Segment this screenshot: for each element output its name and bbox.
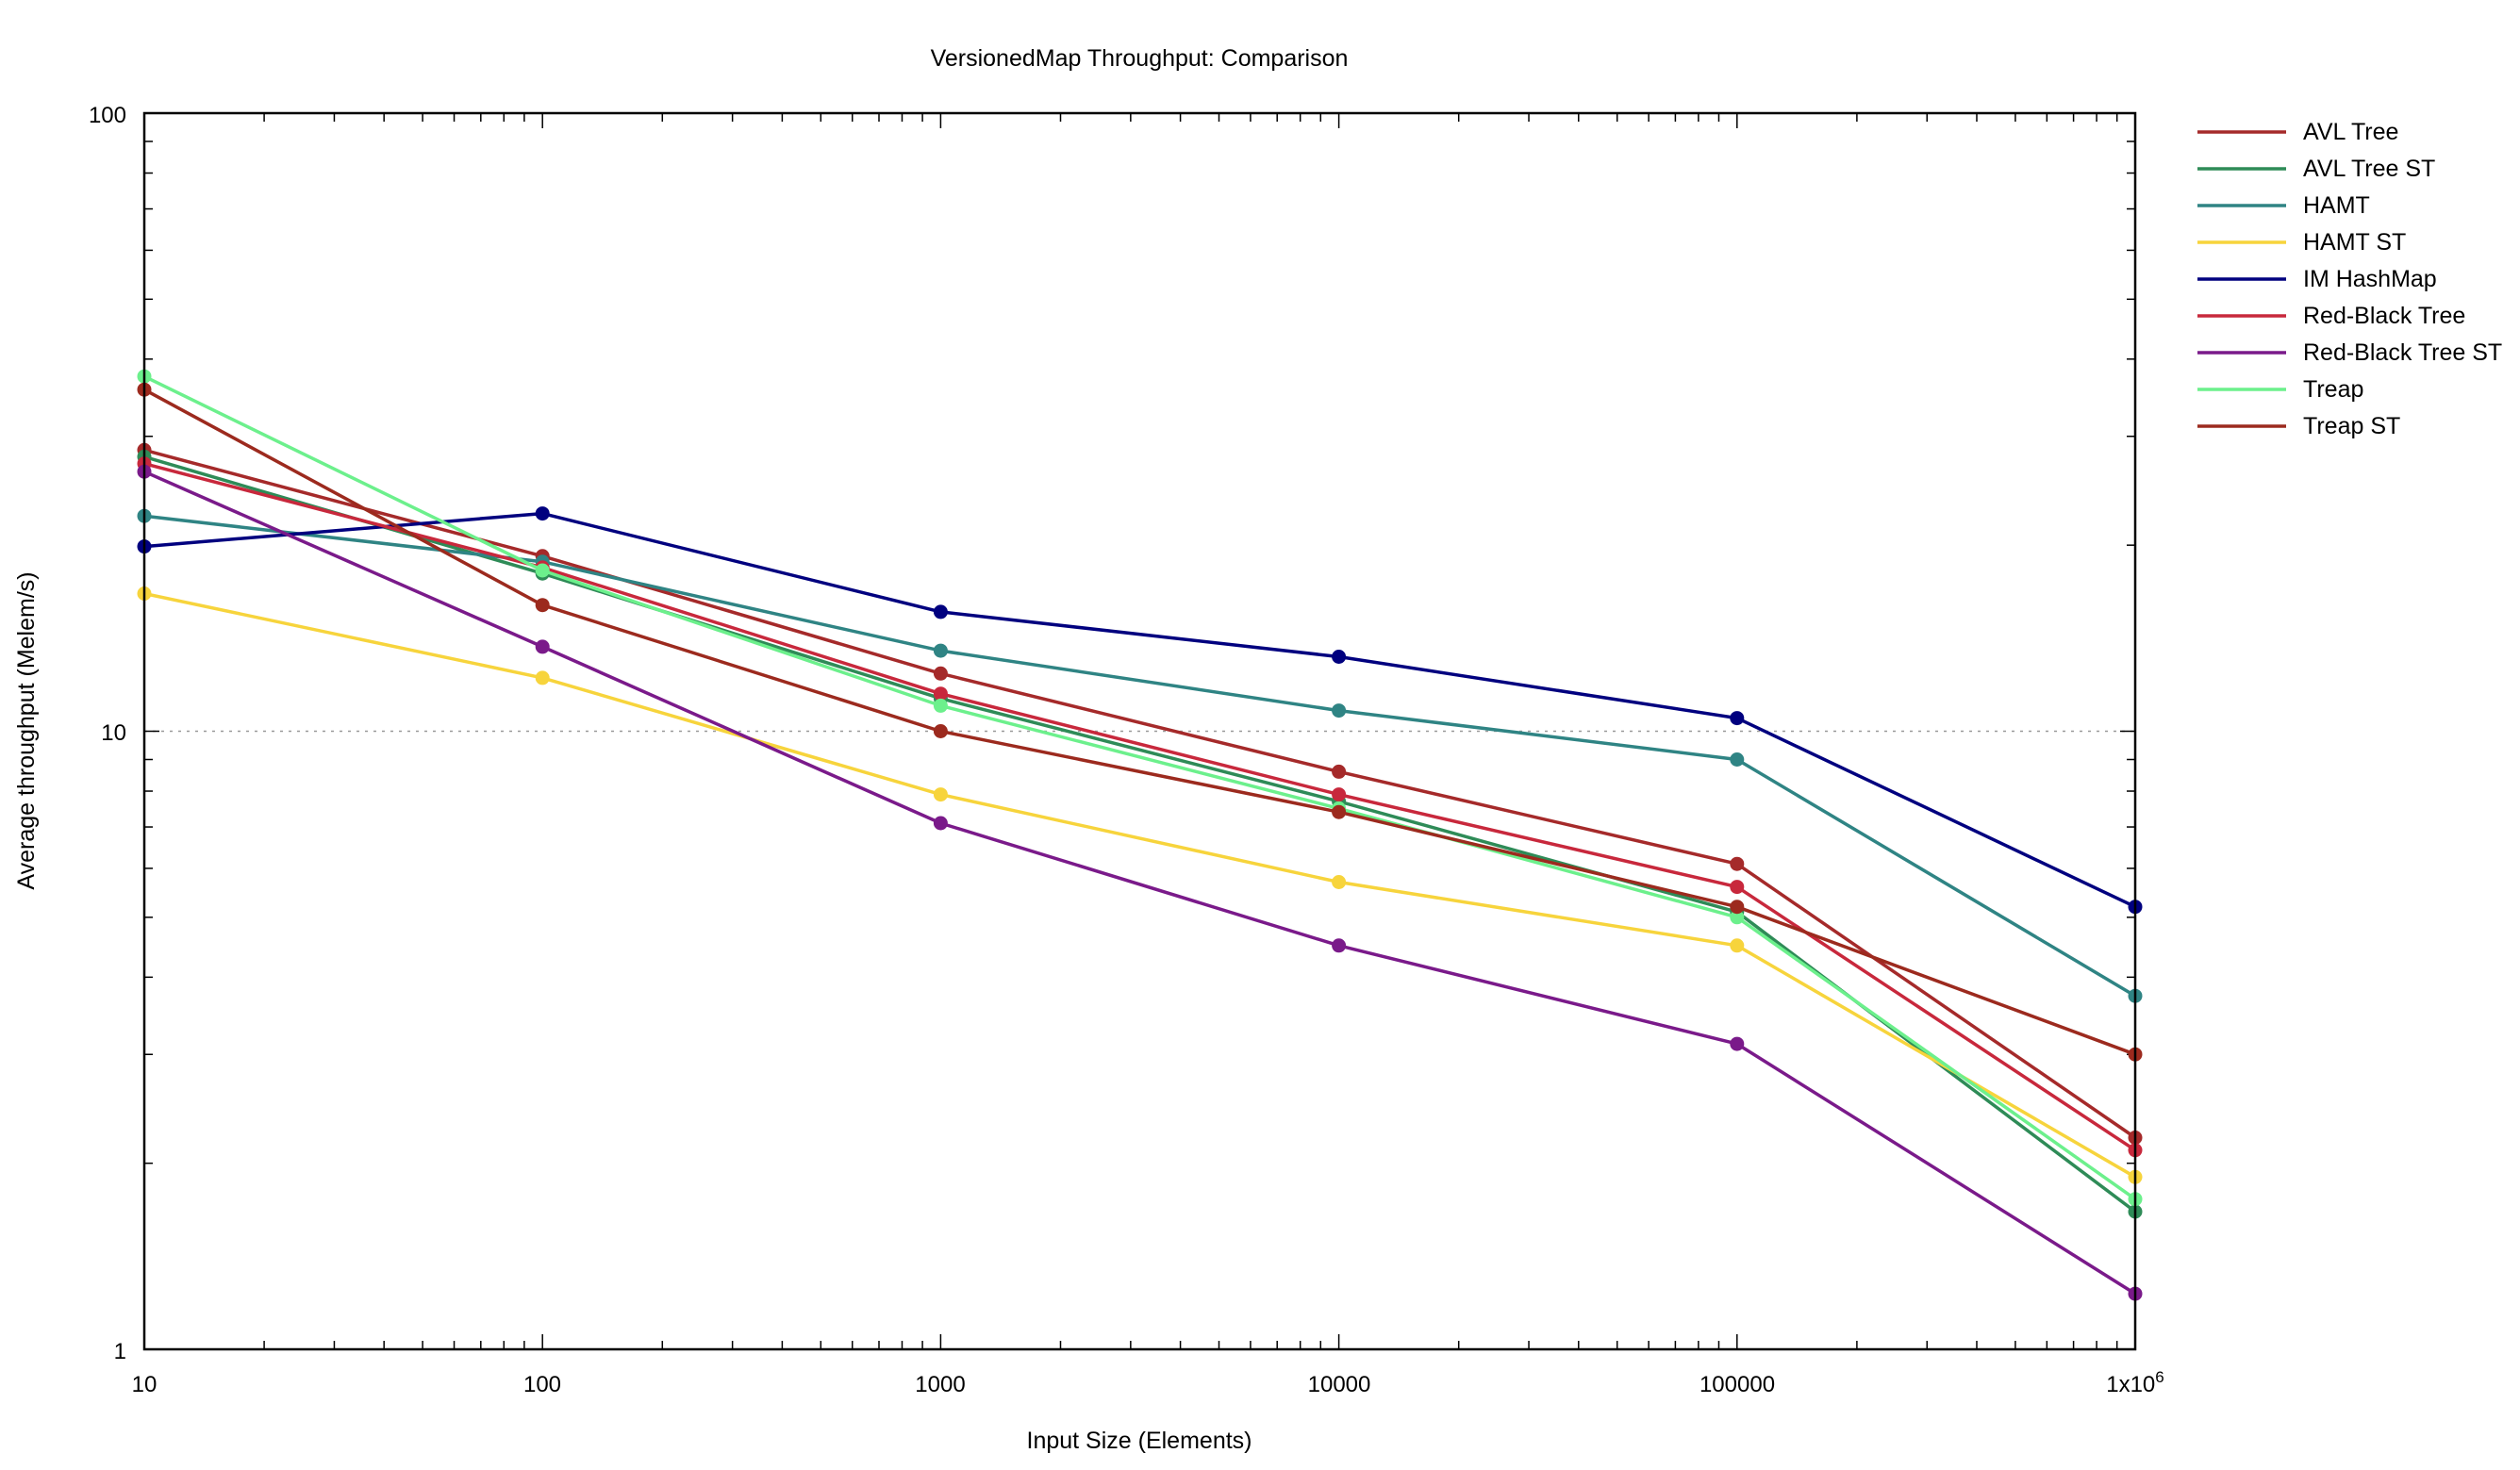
data-point-treap [1730, 910, 1745, 925]
y-tick-label-1: 1 [114, 1339, 126, 1364]
series-line-red-black-tree [143, 462, 2136, 1152]
legend-item-red-black-tree-st: Red-Black Tree ST [2197, 339, 2502, 366]
legend-label-treap-st: Treap ST [2303, 413, 2400, 439]
chart-title: VersionedMap Throughput: Comparison [931, 45, 1349, 72]
series-line-avl-tree-st [143, 454, 2137, 1214]
data-point-treap-st [1730, 900, 1745, 915]
y-axis-label: Average throughput (Melem/s) [13, 571, 40, 889]
data-point-avl-tree [1730, 856, 1745, 871]
data-point-red-black-tree-st [1730, 1036, 1745, 1051]
data-point-red-black-tree-st [1332, 938, 1347, 953]
x-tick-label-10000: 10000 [1308, 1372, 1371, 1397]
legend-item-treap-st: Treap ST [2197, 413, 2400, 439]
data-point-treap-st [1332, 804, 1347, 819]
series-im-hashmap [137, 506, 2143, 915]
data-point-hamt-st [535, 670, 550, 685]
legend-item-red-black-tree: Red-Black Tree [2197, 303, 2465, 329]
series-red-black-tree [137, 456, 2143, 1158]
legend-label-treap: Treap [2303, 376, 2363, 403]
legend-item-avl-tree-st: AVL Tree ST [2197, 156, 2435, 182]
legend-item-hamt-st: HAMT ST [2197, 229, 2406, 256]
x-tick-label-1000000: 1x106 [2106, 1368, 2164, 1397]
data-point-treap-st [535, 598, 550, 613]
series-treap [137, 369, 2143, 1207]
axis-ticks [143, 113, 2135, 1350]
data-point-treap [933, 698, 948, 713]
data-point-red-black-tree [933, 686, 948, 702]
legend-label-avl-tree-st: AVL Tree ST [2303, 156, 2435, 182]
data-point-im-hashmap [1730, 711, 1745, 726]
data-point-im-hashmap [1332, 650, 1347, 664]
data-point-hamt-st [1730, 938, 1745, 953]
series-line-treap [143, 374, 2137, 1201]
legend-item-avl-tree: AVL Tree [2197, 119, 2398, 145]
data-point-im-hashmap [535, 506, 550, 521]
legend-label-red-black-tree-st: Red-Black Tree ST [2303, 339, 2502, 366]
legend-item-treap: Treap [2197, 376, 2363, 403]
data-point-red-black-tree [1332, 787, 1347, 802]
x-tick-label-1000: 1000 [915, 1372, 965, 1397]
legend-label-avl-tree: AVL Tree [2303, 119, 2398, 145]
data-point-hamt [1730, 752, 1745, 767]
data-point-hamt [933, 643, 948, 658]
series-red-black-tree-st [137, 464, 2143, 1301]
data-point-hamt-st [933, 787, 948, 802]
legend-item-hamt: HAMT [2197, 192, 2370, 219]
data-point-treap [535, 563, 550, 578]
legend-item-im-hashmap: IM HashMap [2197, 266, 2437, 292]
y-tick-label-100: 100 [89, 103, 126, 128]
series-line-hamt [143, 514, 2136, 998]
legend-label-hamt-st: HAMT ST [2303, 229, 2406, 256]
data-point-hamt-st [1332, 875, 1347, 889]
x-tick-label-1000000-base: 1x10 [2106, 1372, 2155, 1397]
data-point-im-hashmap [933, 604, 948, 619]
y-tick-label-10: 10 [101, 720, 126, 746]
x-tick-label-10: 10 [132, 1372, 158, 1397]
data-point-hamt [1332, 703, 1347, 718]
series-line-treap-st [143, 388, 2136, 1056]
data-point-red-black-tree-st [933, 816, 948, 831]
series-layer [137, 369, 2143, 1301]
legend-label-im-hashmap: IM HashMap [2303, 266, 2437, 292]
data-point-treap-st [933, 724, 948, 738]
series-line-hamt-st [143, 591, 2136, 1179]
x-tick-label-1000000-exponent: 6 [2155, 1368, 2164, 1386]
legend: AVL Tree AVL Tree ST HAMT HAMT ST IM HashMap… [2197, 119, 2502, 439]
series-line-im-hashmap [143, 511, 2136, 909]
plot-frame [142, 111, 2137, 1351]
legend-label-hamt: HAMT [2303, 192, 2370, 219]
data-point-avl-tree [933, 666, 948, 681]
x-axis-label: Input Size (Elements) [1027, 1428, 1252, 1454]
data-point-red-black-tree [1730, 880, 1745, 895]
series-avl-tree-st [137, 449, 2143, 1219]
data-point-red-black-tree-st [535, 639, 550, 654]
legend-label-red-black-tree: Red-Black Tree [2303, 303, 2465, 329]
x-tick-label-100000: 100000 [1699, 1372, 1775, 1397]
data-point-avl-tree [1332, 764, 1347, 779]
series-line-red-black-tree-st [143, 470, 2136, 1296]
series-line-avl-tree [143, 448, 2136, 1139]
x-tick-label-100: 100 [523, 1372, 561, 1397]
